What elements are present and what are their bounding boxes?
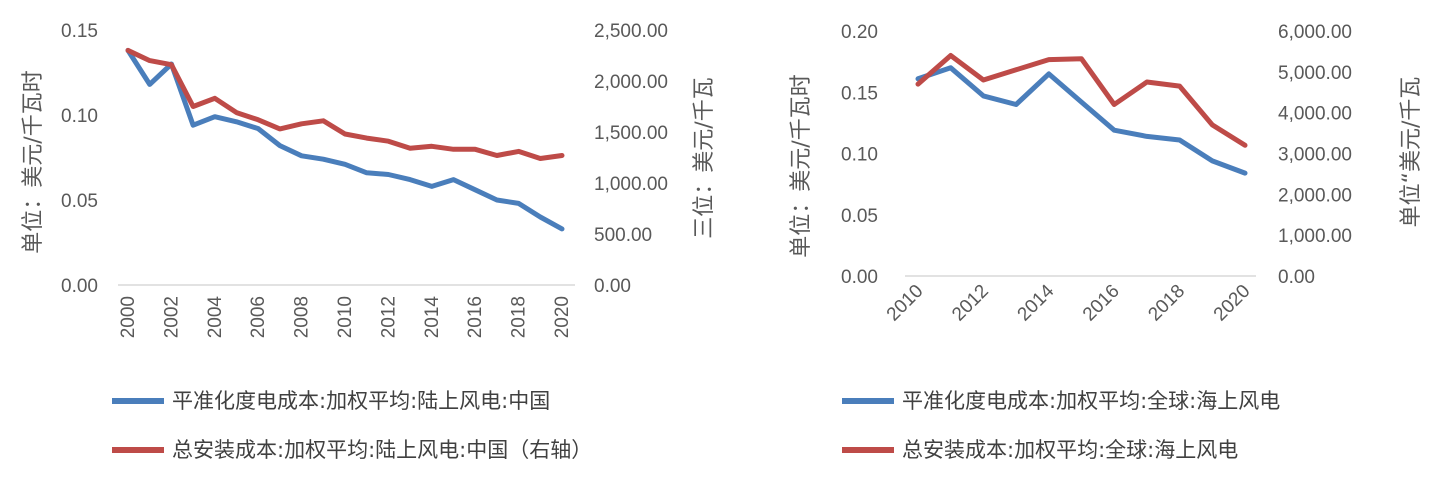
right-tick-label: 500.00 [594, 225, 652, 246]
chart-2-left-tick-labels: 0.00 0.05 0.10 0.15 0.20 [841, 22, 878, 288]
series-line-1 [125, 47, 565, 232]
right-tick-label: 0.00 [594, 276, 631, 297]
chart-1-legend: 平准化度电成本:加权平均:陆上风电:中国 总安装成本:加权平均:陆上风电:中国（… [112, 389, 592, 462]
series-line-2 [915, 53, 1248, 148]
chart-1: 单位：美元/千瓦时 三位：美元/千瓦 0.00 0.05 0.10 0.15 0.00… [21, 21, 717, 462]
left-tick-label: 0.15 [61, 21, 98, 42]
right-tick-label: 1,000.00 [1278, 226, 1352, 247]
chart-2-left-axis-title: 单位：美元/千瓦时 [789, 74, 814, 257]
right-tick-label: 6,000.00 [1278, 22, 1352, 43]
left-tick-label: 0.20 [841, 22, 878, 43]
x-tick-label: 2018 [509, 296, 530, 338]
x-tick-label: 2012 [948, 281, 993, 326]
series-line-2 [125, 47, 565, 161]
left-tick-label: 0.05 [841, 206, 878, 227]
left-tick-label: 0.00 [61, 276, 98, 297]
chart-1-right-axis-title: 三位：美元/千瓦 [692, 77, 717, 238]
x-tick-label: 2020 [1210, 281, 1255, 326]
left-tick-label: 0.05 [61, 191, 98, 212]
x-tick-label: 2012 [378, 296, 399, 338]
x-tick-label: 2014 [422, 296, 443, 339]
chart-1-left-axis-title: 单位：美元/千瓦时 [21, 70, 46, 253]
x-tick-label: 2010 [883, 281, 928, 326]
right-tick-label: 0.00 [1278, 267, 1315, 288]
x-tick-label: 2018 [1144, 281, 1189, 326]
chart-1-right-tick-labels: 0.00 500.00 1,000.00 1,500.00 2,000.00 2,500.… [594, 21, 668, 297]
chart-2-right-tick-labels: 0.00 1,000.00 2,000.00 3,000.00 4,000.00 5,00… [1278, 22, 1352, 288]
x-tick-label: 2010 [335, 296, 356, 338]
chart-2: 单位：美元/千瓦时 单位“美元/千瓦 0.000.050.100.150.20 … [789, 22, 1424, 462]
x-tick-label: 2000 [118, 296, 139, 338]
x-tick-label: 2008 [292, 296, 313, 338]
right-tick-label: 2,500.00 [594, 21, 668, 42]
chart-1-legend-label-1: 平准化度电成本:加权平均:陆上风电:中国 [172, 389, 550, 413]
left-tick-label: 0.10 [61, 106, 98, 127]
chart-2-series [915, 53, 1248, 176]
chart-1-series [125, 47, 565, 232]
left-tick-label: 0.00 [841, 267, 878, 288]
right-tick-label: 1,000.00 [594, 174, 668, 195]
x-tick-label: 2016 [1079, 281, 1124, 326]
right-tick-label: 1,500.00 [594, 123, 668, 144]
chart-2-legend-label-2: 总安装成本:加权平均:全球:海上风电 [902, 438, 1238, 462]
right-tick-label: 4,000.00 [1278, 104, 1352, 125]
chart-1-left-tick-labels: 0.00 0.05 0.10 0.15 [61, 21, 98, 297]
right-tick-label: 5,000.00 [1278, 63, 1352, 84]
x-tick-label: 2016 [465, 296, 486, 338]
chart-1-x-tick-labels: 2000 2002 2004 2006 2008 2010 2012 2014 2016 2018… [118, 296, 573, 339]
chart-2-right-axis-title: 单位“美元/千瓦 [1399, 77, 1424, 228]
right-tick-label: 2,000.00 [1278, 185, 1352, 206]
series-line-1 [915, 65, 1248, 176]
right-tick-label: 2,000.00 [594, 72, 668, 93]
chart-2-legend-label-1: 平准化度电成本:加权平均:全球:海上风电 [902, 389, 1280, 413]
chart-2-x-tick-labels: 2010 2012 2014 2016 2018 2020 [883, 280, 1255, 325]
x-tick-label: 2014 [1014, 280, 1059, 325]
x-tick-label: 2020 [552, 296, 573, 338]
chart-1-legend-label-2: 总安装成本:加权平均:陆上风电:中国（右轴） [172, 438, 592, 462]
x-tick-label: 2006 [248, 296, 269, 338]
left-tick-label: 0.15 [841, 83, 878, 104]
x-tick-label: 2002 [161, 296, 182, 338]
x-tick-label: 2004 [205, 296, 226, 339]
chart-2-legend: 平准化度电成本:加权平均:全球:海上风电 总安装成本:加权平均:全球:海上风电 [842, 389, 1280, 462]
right-tick-label: 3,000.00 [1278, 145, 1352, 166]
left-tick-label: 0.10 [841, 145, 878, 166]
